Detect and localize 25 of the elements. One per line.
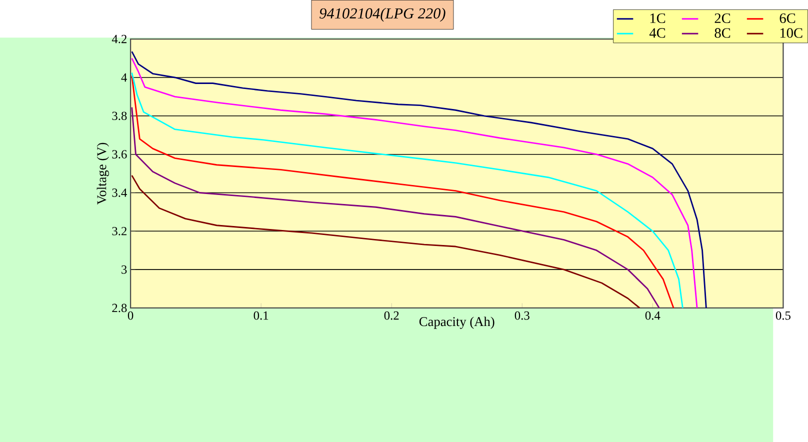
x-tick-label: 0 (128, 311, 134, 320)
x-axis-title: Capacity (Ah) (419, 316, 494, 329)
y-tick-label: 3.4 (112, 188, 127, 197)
line-series (131, 174, 640, 308)
x-tick-label: 0.1 (254, 311, 268, 320)
legend-label: 6C (780, 13, 796, 23)
x-tick-label: 0.4 (645, 311, 660, 320)
legend-label: 10C (780, 28, 802, 38)
legend-label: 2C (714, 13, 730, 23)
x-tick-label: 0.5 (776, 311, 790, 320)
y-tick-label: 4 (121, 73, 127, 82)
y-tick-label: 4.2 (112, 34, 126, 44)
x-tick-label: 0.3 (514, 311, 530, 320)
y-tick-label: 3 (122, 265, 127, 274)
line-series (131, 106, 660, 308)
legend-label: 8C (714, 28, 730, 38)
legend-label: 4C (649, 28, 666, 38)
chart-title: 94102104(LPG 220) (320, 8, 446, 22)
y-tick-label: 3.2 (112, 226, 126, 236)
y-tick-label: 3.6 (112, 150, 127, 158)
y-tick-label: 2.8 (112, 304, 127, 312)
legend-label: 1C (650, 13, 666, 23)
y-tick-label: 3.8 (112, 111, 127, 120)
y-axis-title: Voltage (V) (96, 142, 109, 204)
x-tick-label: 0.2 (384, 311, 399, 320)
